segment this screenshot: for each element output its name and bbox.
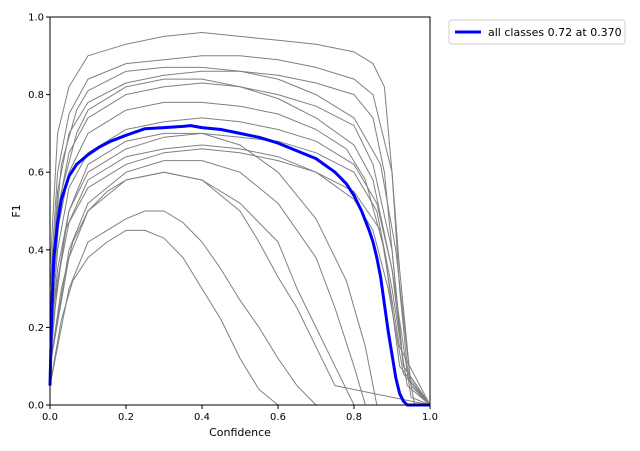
y-tick-label: 0.2	[28, 323, 44, 334]
y-tick-label: 0.4	[28, 245, 44, 256]
series-line-class-10	[49, 229, 430, 406]
series-line-class-2	[49, 55, 431, 406]
series-line-class-7	[49, 132, 431, 406]
series-line-class-8	[49, 148, 431, 406]
y-tick-label: 1.0	[28, 13, 44, 24]
x-tick-label: 0.0	[42, 412, 58, 423]
x-tick-label: 0.8	[346, 412, 362, 423]
y-tick-label: 0.0	[28, 401, 44, 412]
y-axis-label: F1	[10, 204, 23, 217]
series-line-class-1	[49, 32, 430, 406]
x-tick-label: 0.4	[194, 412, 210, 423]
series-line-all-classes	[48, 124, 430, 407]
legend-box	[448, 19, 626, 45]
x-tick-label: 1.0	[422, 412, 438, 423]
x-axis-label: Confidence	[209, 426, 271, 439]
x-tick-label: 0.6	[270, 412, 286, 423]
x-axis-ticks: 0.0 0.2 0.4 0.6 0.8 1.0	[42, 405, 438, 423]
y-axis-ticks: 0.0 0.2 0.4 0.6 0.8 1.0	[28, 13, 50, 412]
series-line-class-11	[49, 210, 430, 406]
legend: all classes 0.72 at 0.370	[448, 19, 626, 45]
series-line-class-15	[49, 78, 431, 406]
series-line-class-12	[49, 171, 431, 406]
plot-frame	[49, 16, 431, 406]
legend-entry-all-classes: all classes 0.72 at 0.370	[488, 26, 622, 39]
x-tick-label: 0.2	[118, 412, 134, 423]
y-tick-label: 0.6	[28, 168, 44, 179]
series-line-class-16	[49, 66, 431, 406]
series-line-class-17	[49, 144, 431, 406]
series-line-class-14	[49, 132, 430, 406]
y-tick-label: 0.8	[28, 90, 44, 101]
series-line-class-3	[49, 70, 431, 406]
series-line-class-13	[49, 160, 430, 406]
curves-layer	[48, 32, 431, 407]
